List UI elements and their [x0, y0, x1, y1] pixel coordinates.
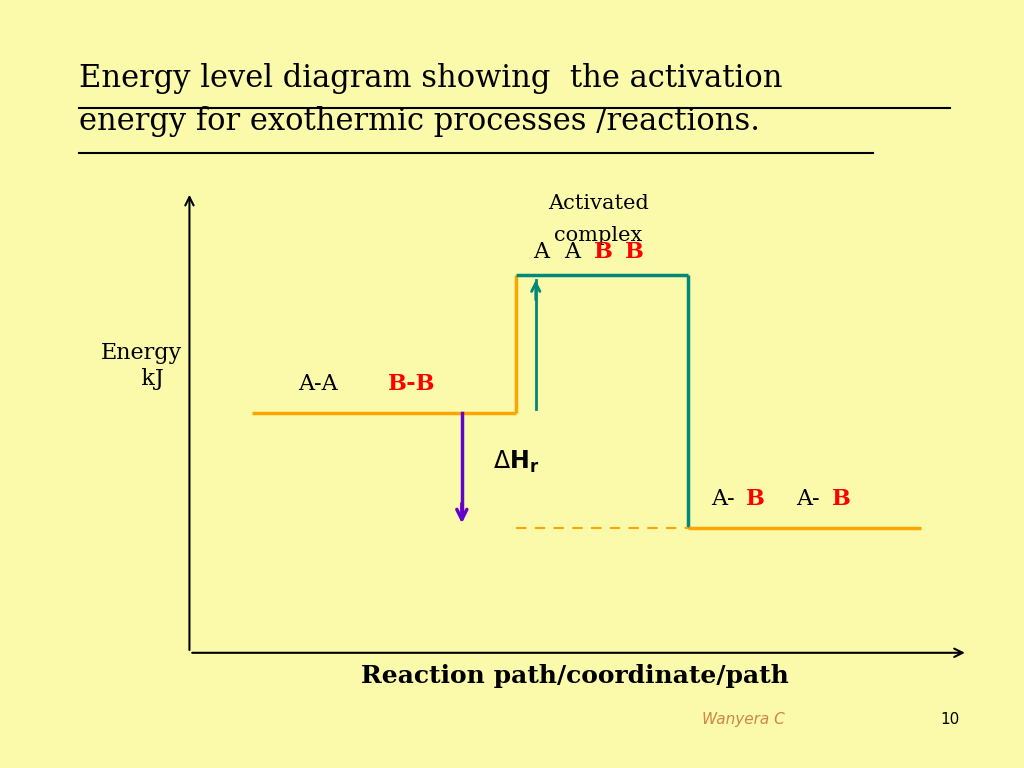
Text: B-B: B-B [387, 372, 435, 395]
Text: B: B [745, 488, 765, 510]
Text: B: B [831, 488, 850, 510]
Text: A-A: A-A [298, 372, 338, 395]
Text: energy for exothermic processes /reactions.: energy for exothermic processes /reactio… [79, 106, 760, 137]
Text: $\Delta\mathbf{H_r}$: $\Delta\mathbf{H_r}$ [493, 449, 540, 475]
Text: complex: complex [554, 227, 642, 245]
Text: A-: A- [711, 488, 734, 510]
Text: 10: 10 [940, 712, 959, 727]
Text: A: A [564, 241, 581, 263]
Text: Energy
   kJ: Energy kJ [100, 343, 182, 389]
Text: Activated: Activated [548, 194, 648, 213]
Text: Reaction path/coordinate/path: Reaction path/coordinate/path [360, 664, 788, 688]
Text: Wanyera C: Wanyera C [701, 712, 784, 727]
Text: Energy level diagram showing  the activation: Energy level diagram showing the activat… [79, 63, 782, 94]
Text: A: A [534, 241, 549, 263]
Text: A-: A- [797, 488, 820, 510]
Text: B: B [626, 241, 644, 263]
Text: B: B [594, 241, 613, 263]
